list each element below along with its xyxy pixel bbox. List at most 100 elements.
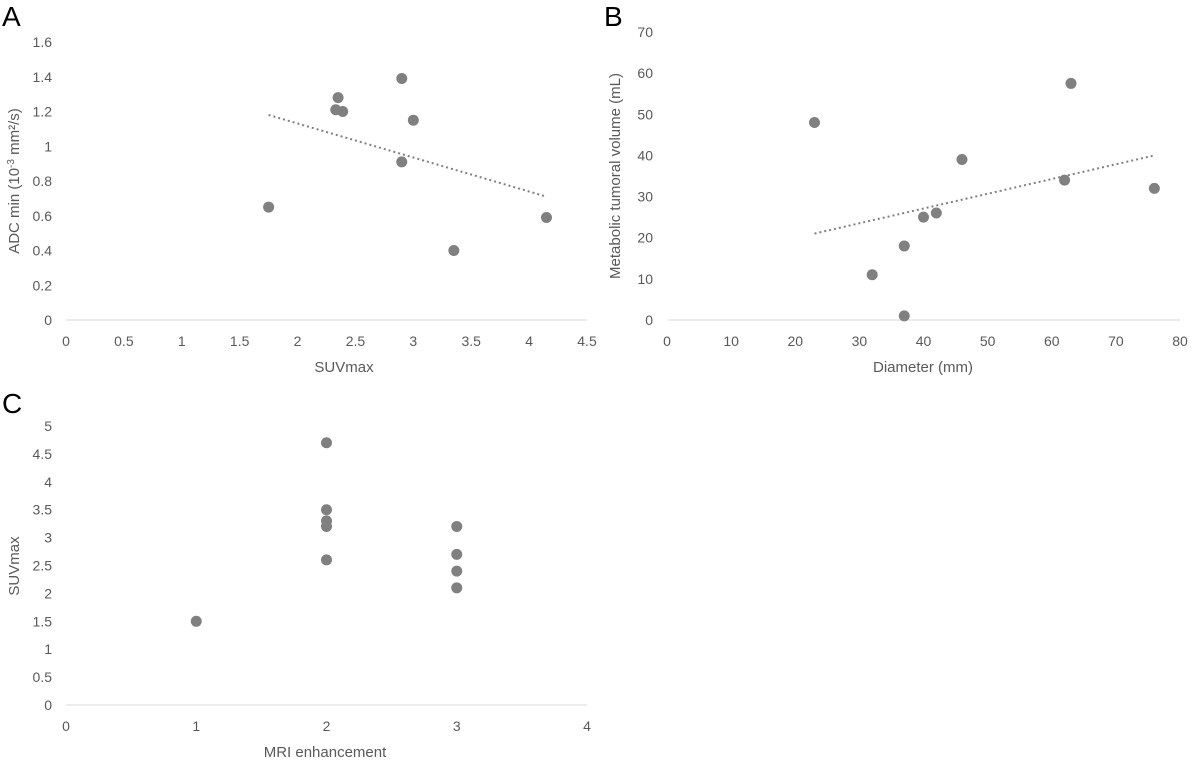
x-tick-label-b: 70: [1108, 333, 1124, 349]
data-point-b: [866, 269, 878, 281]
x-tick-label-a: 1.5: [230, 333, 250, 349]
x-tick-labels-b: 0 10 20 30 40 50 60 70 80: [663, 333, 1188, 349]
x-tick-label-b: 40: [916, 333, 932, 349]
y-tick-label-a: 1.4: [33, 69, 53, 85]
data-point-b: [898, 240, 910, 252]
y-tick-label-b: 60: [637, 65, 653, 81]
x-tick-label-b: 50: [980, 333, 996, 349]
x-tick-label-c: 3: [453, 718, 461, 734]
data-point-c: [321, 504, 332, 516]
y-tick-label-b: 70: [637, 24, 653, 40]
y-tick-label-a: 1.6: [33, 34, 53, 50]
data-point-b: [930, 207, 942, 219]
x-tick-label-c: 0: [62, 718, 70, 734]
data-point-b: [808, 117, 820, 129]
y-tick-label-b: 40: [637, 147, 653, 163]
data-point-b: [1148, 182, 1160, 194]
y-axis-title-a-rest: mm²/s): [6, 108, 23, 159]
chart-panel-a: A 0 0.2 0.4 0.6 0.8 1 1.2 1.4 1.6 0 0.5 1 1.5 2 2.5 3 3…: [2, 1, 597, 376]
x-tick-label-b: 60: [1044, 333, 1060, 349]
y-tick-label-c: 1: [44, 641, 52, 657]
data-point-a: [448, 245, 460, 256]
linear-trendline-a: [268, 114, 547, 198]
data-points-a: [263, 72, 552, 256]
y-axis-title-c: SUVmax: [6, 536, 23, 596]
x-tick-label-b: 0: [663, 333, 671, 349]
linear-trendline-b: [814, 154, 1155, 235]
x-tick-label-a: 1: [178, 333, 186, 349]
panel-label-c: C: [2, 388, 22, 419]
y-tick-label-a: 1.2: [33, 104, 53, 120]
y-axis-title-a: ADC min (10-3 mm²/s): [6, 108, 23, 254]
y-tick-label-c: 2: [44, 585, 52, 601]
y-tick-label-a: 1: [44, 138, 52, 154]
y-tick-label-a: 0.6: [33, 208, 53, 224]
y-tick-labels-a: 0 0.2 0.4 0.6 0.8 1 1.2 1.4 1.6: [33, 34, 53, 328]
y-axis-title-a-sup: -3: [6, 159, 17, 168]
x-axis-title-b: Diameter (mm): [873, 359, 973, 376]
data-point-a: [396, 156, 408, 168]
trendline-b: [814, 154, 1155, 235]
data-point-c: [321, 554, 332, 566]
data-point-a: [263, 201, 275, 213]
y-tick-label-b: 0: [645, 312, 653, 328]
data-point-a: [396, 72, 408, 84]
data-point-c: [451, 520, 463, 532]
x-tick-label-a: 0: [62, 333, 70, 349]
y-tick-label-c: 2.5: [33, 558, 53, 574]
chart-panel-b: B 0 10 20 30 40 50 60 70 0 10 20 30 40 50 60 70 80 Diam…: [604, 1, 1188, 376]
data-points-c: [190, 437, 463, 627]
panel-label-b: B: [604, 1, 623, 32]
x-axis-title-a: SUVmax: [314, 359, 374, 376]
y-tick-label-c: 0.5: [33, 669, 53, 685]
y-tick-label-b: 10: [637, 271, 653, 287]
data-point-c: [451, 548, 463, 560]
data-point-a: [407, 114, 419, 126]
x-tick-label-a: 0.5: [114, 333, 134, 349]
data-point-b: [1059, 174, 1071, 186]
x-tick-label-a: 2: [294, 333, 302, 349]
data-point-a: [337, 106, 349, 117]
data-points-b: [808, 77, 1160, 322]
y-tick-label-a: 0.4: [33, 243, 53, 259]
data-point-a: [332, 92, 344, 104]
y-tick-label-b: 20: [637, 230, 653, 246]
data-point-c: [451, 582, 463, 594]
x-tick-label-b: 20: [787, 333, 803, 349]
x-tick-label-b: 80: [1172, 333, 1188, 349]
y-tick-label-c: 3: [44, 530, 52, 546]
x-tick-label-c: 4: [583, 718, 591, 734]
y-tick-label-b: 50: [637, 106, 653, 122]
y-tick-label-c: 3.5: [33, 502, 53, 518]
data-point-b: [898, 310, 910, 322]
y-tick-label-c: 0: [44, 697, 52, 713]
y-tick-labels-c: 0 0.5 1 1.5 2 2.5 3 3.5 4 4.5 5: [33, 418, 53, 713]
panel-label-a: A: [2, 1, 21, 32]
x-tick-label-b: 10: [723, 333, 739, 349]
data-point-c: [451, 565, 463, 577]
data-point-b: [918, 211, 929, 223]
y-tick-label-a: 0.8: [33, 173, 53, 189]
y-tick-labels-b: 0 10 20 30 40 50 60 70: [637, 24, 653, 328]
data-point-c: [190, 615, 202, 627]
y-axis-title-a-main: ADC min (10: [6, 168, 23, 254]
x-tick-label-c: 2: [323, 718, 331, 734]
y-tick-label-b: 30: [637, 189, 653, 205]
x-tick-label-a: 2.5: [346, 333, 366, 349]
x-tick-label-a: 4: [525, 333, 533, 349]
y-tick-label-c: 5: [44, 418, 52, 434]
data-point-c: [321, 520, 332, 532]
x-tick-label-a: 3.5: [461, 333, 481, 349]
x-tick-label-a: 3: [409, 333, 417, 349]
data-point-a: [540, 211, 552, 223]
trendline-a: [268, 114, 547, 198]
y-tick-label-c: 4: [44, 474, 52, 490]
y-tick-label-c: 4.5: [33, 446, 53, 462]
x-tick-labels-a: 0 0.5 1 1.5 2 2.5 3 3.5 4 4.5: [62, 333, 597, 349]
chart-panel-c: C 0 0.5 1 1.5 2 2.5 3 3.5 4 4.5 5 0 1 2 3 4 MRI enhanc…: [2, 388, 591, 760]
y-tick-label-a: 0.2: [33, 277, 53, 293]
y-tick-label-a: 0: [44, 312, 52, 328]
y-tick-label-c: 1.5: [33, 613, 53, 629]
x-tick-label-c: 1: [192, 718, 200, 734]
